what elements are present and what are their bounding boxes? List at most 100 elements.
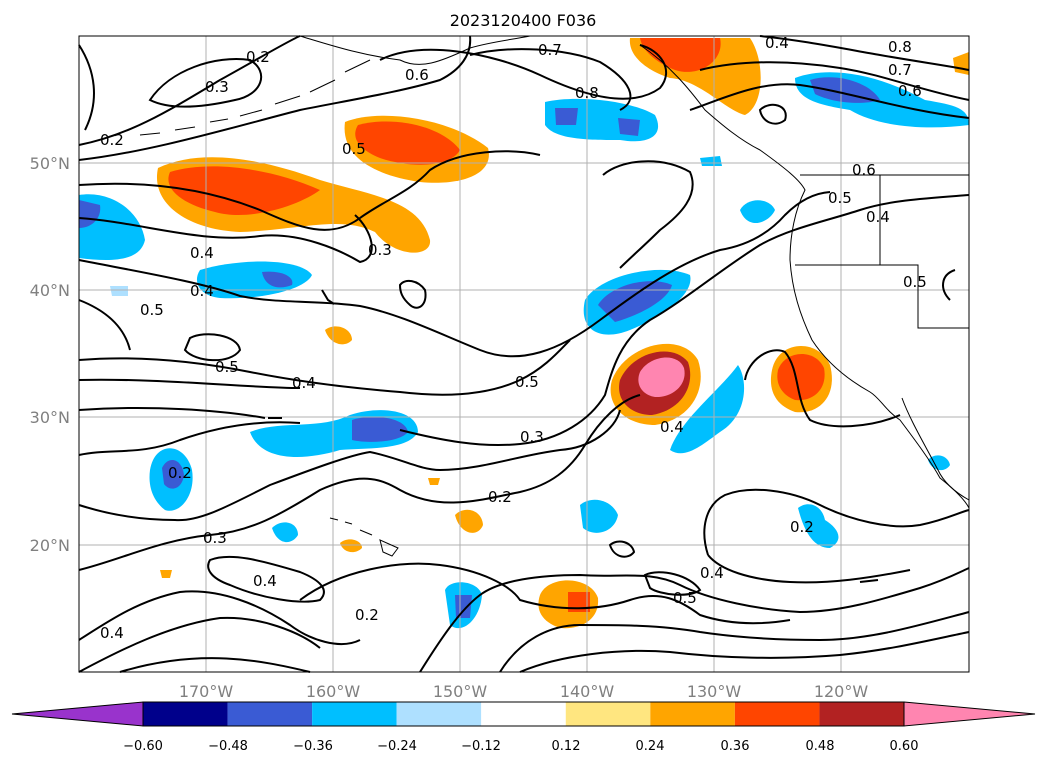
negative-anomaly-shading	[196, 261, 312, 299]
colorbar-segment	[819, 702, 904, 726]
contour-label: 0.2	[355, 606, 379, 624]
lat-label-20n: 20°N	[30, 536, 70, 555]
colorbar-tick-label: 0.12	[552, 739, 581, 754]
colorbar-extend-high	[903, 701, 1036, 727]
longitude-labels: 170°W 160°W 150°W 140°W 130°W 120°W	[179, 682, 869, 701]
map-panel: 0.2 0.3 0.2 0.7 0.6 0.8 0.8 0.7 0.6 0.4 …	[78, 34, 970, 673]
map-background	[79, 36, 969, 672]
contour-line	[78, 616, 321, 673]
graticule	[79, 36, 969, 672]
contour-line	[643, 571, 702, 596]
colorbar-tick-labels: −0.60 −0.48 −0.36 −0.24 −0.12 0.12 0.24 …	[123, 739, 918, 754]
colorbar-segment	[734, 702, 820, 726]
colorbar: −0.60 −0.48 −0.36 −0.24 −0.12 0.12 0.24 …	[11, 701, 1036, 754]
contour-line	[469, 48, 632, 111]
contour-labels: 0.2 0.3 0.2 0.7 0.6 0.8 0.8 0.7 0.6 0.4 …	[100, 34, 927, 642]
negative-anomaly-shading	[598, 281, 672, 322]
contour-label: 0.3	[203, 529, 227, 547]
shaded-fields	[79, 38, 969, 629]
contour-label: 0.2	[100, 131, 124, 149]
colorbar-extend-low	[11, 701, 144, 727]
contour-label: 0.4	[100, 624, 124, 642]
positive-anomaly-shading	[340, 539, 362, 553]
contour-label: 0.5	[140, 301, 164, 319]
contour-line	[78, 394, 641, 571]
lat-label-30n: 30°N	[30, 408, 70, 427]
negative-anomaly-shading	[262, 271, 293, 288]
contour-label: 0.4	[660, 418, 684, 436]
contour-line	[707, 554, 911, 584]
lon-label-170w: 170°W	[179, 682, 234, 701]
contour-line	[398, 279, 427, 309]
negative-anomaly-shading	[580, 499, 618, 533]
contour-label: 0.2	[168, 464, 192, 482]
contour-line	[183, 333, 242, 362]
lon-label-120w: 120°W	[814, 682, 869, 701]
contour-label: 0.3	[520, 428, 544, 446]
map-title: 2023120400 F036	[450, 11, 597, 30]
contour-label: 0.6	[898, 82, 922, 100]
lat-label-50n: 50°N	[30, 154, 70, 173]
positive-anomaly-shading	[428, 478, 440, 485]
colorbar-tick-label: −0.60	[123, 739, 163, 754]
contour-line	[78, 44, 95, 131]
contour-line	[379, 44, 667, 100]
negative-anomaly-shading	[798, 504, 839, 548]
colorbar-tick-label: 0.36	[721, 739, 750, 754]
contour-label: 0.7	[538, 41, 562, 59]
contour-line	[699, 61, 970, 101]
lon-label-140w: 140°W	[560, 682, 615, 701]
contour-label: 0.6	[852, 161, 876, 179]
contour-label: 0.2	[488, 488, 512, 506]
coastlines	[139, 35, 970, 557]
colorbar-frame	[142, 701, 905, 727]
lat-label-40n: 40°N	[30, 281, 70, 300]
positive-anomaly-shading	[568, 592, 590, 612]
contour-label: 0.4	[292, 374, 316, 392]
contour-label: 0.3	[205, 78, 229, 96]
colorbar-tick-label: 0.24	[636, 739, 665, 754]
contour-label: 0.6	[405, 66, 429, 84]
contour-line	[499, 611, 970, 673]
contour-label: 0.2	[246, 48, 270, 66]
positive-anomaly-shading	[640, 38, 721, 72]
contour-label: 0.4	[700, 564, 724, 582]
contour-line	[78, 378, 301, 389]
negative-anomaly-shading	[272, 522, 298, 543]
contour-line	[78, 191, 831, 358]
contour-line	[519, 631, 970, 673]
colorbar-segment	[312, 702, 397, 726]
alaska-coast	[299, 35, 531, 65]
contour-label: 0.3	[368, 241, 392, 259]
contour-line	[78, 35, 301, 146]
contour-line	[399, 194, 970, 447]
contour-line	[78, 421, 301, 456]
negative-anomaly-shading	[79, 200, 101, 228]
negative-anomaly-shading	[162, 459, 184, 489]
negative-anomaly-shading	[670, 365, 745, 454]
contour-label: 0.2	[790, 518, 814, 536]
colorbar-segment	[481, 702, 566, 726]
contour-label: 0.4	[866, 208, 890, 226]
positive-anomaly-shading	[455, 509, 483, 533]
colorbar-segments	[11, 701, 1036, 727]
contour-label: 0.5	[342, 140, 366, 158]
lon-label-150w: 150°W	[433, 682, 488, 701]
colorbar-tick-label: −0.24	[377, 739, 417, 754]
contour-line	[78, 409, 621, 522]
negative-anomaly-shading	[618, 118, 640, 136]
contour-line	[689, 83, 970, 119]
colorbar-tick-label: −0.36	[293, 739, 333, 754]
colorbar-segment	[227, 702, 313, 726]
negative-anomaly-shading	[810, 77, 880, 103]
contour-line	[703, 488, 970, 556]
colorbar-tick-label: −0.12	[461, 739, 501, 754]
contour-label: 0.7	[888, 61, 912, 79]
contour-line	[321, 289, 335, 305]
north-america-coast	[639, 44, 970, 509]
baja-california	[901, 397, 970, 501]
contour-line	[299, 562, 791, 625]
colorbar-segment	[650, 702, 735, 726]
contour-line	[78, 214, 373, 264]
